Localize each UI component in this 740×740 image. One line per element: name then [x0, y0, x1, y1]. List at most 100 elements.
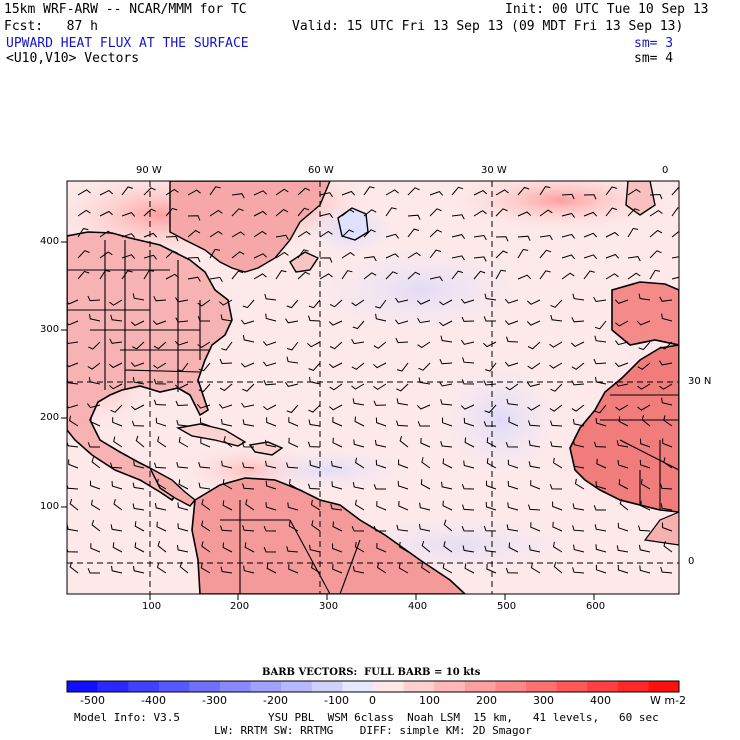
wind-barb	[231, 231, 245, 238]
wind-barb	[462, 357, 475, 364]
wind-barb	[649, 209, 663, 217]
wind-barb	[285, 318, 299, 324]
init-time: Init: 00 UTC Tue 10 Sep 13	[505, 2, 709, 17]
wind-barb	[385, 253, 400, 259]
x-label-300: 300	[319, 601, 339, 612]
wind-barb	[341, 190, 356, 196]
wind-barb	[615, 381, 629, 387]
wind-barb	[640, 438, 651, 448]
x-label-100: 100	[142, 601, 162, 612]
wind-barb	[275, 270, 287, 280]
wind-barb	[572, 503, 585, 511]
wind-barb	[187, 256, 201, 263]
wind-barb	[517, 186, 530, 196]
wind-barb	[517, 274, 532, 280]
wind-barb	[143, 254, 157, 260]
wind-barb	[373, 383, 387, 391]
wind-barb	[308, 315, 321, 322]
wind-barb	[473, 256, 487, 262]
wind-barb	[286, 299, 299, 309]
wind-barb	[396, 362, 409, 372]
wind-barb	[552, 457, 563, 469]
wind-barb	[463, 417, 475, 427]
colorbar-swatch	[495, 681, 527, 692]
wind-barb	[87, 362, 101, 370]
wind-barb	[595, 481, 607, 490]
wind-barb	[87, 295, 101, 302]
wind-barb	[572, 418, 585, 427]
colorbar-swatch	[526, 681, 557, 692]
wind-barb	[460, 339, 475, 345]
wind-barb	[440, 441, 453, 448]
wind-barb	[90, 416, 101, 427]
wind-barb	[375, 299, 387, 309]
wind-barb	[286, 546, 299, 553]
wind-barb	[640, 478, 651, 490]
wind-barb	[375, 313, 387, 322]
wind-barb	[495, 269, 506, 280]
wind-barb	[352, 398, 365, 406]
y-label-200: 200	[40, 412, 60, 423]
wind-barb	[221, 418, 233, 427]
wind-barb	[131, 341, 145, 350]
wind-barb	[572, 293, 585, 301]
wind-barb	[595, 376, 607, 385]
wind-barb	[506, 524, 519, 532]
wind-barb	[407, 271, 421, 280]
wind-barb	[399, 435, 409, 448]
wind-barb	[155, 417, 167, 427]
cbar-unit: W m-2	[650, 694, 687, 707]
wind-barb	[421, 562, 431, 574]
wind-barb	[265, 439, 277, 448]
wind-barb	[200, 562, 211, 574]
wind-barb	[319, 273, 333, 280]
wind-barb	[231, 270, 244, 280]
wind-barb	[594, 335, 607, 343]
colorbar-swatch	[434, 681, 466, 692]
wind-barb	[527, 362, 541, 370]
wind-barb	[134, 542, 145, 553]
wind-barb	[308, 419, 321, 427]
wind-barb	[241, 402, 255, 408]
wind-barb	[253, 190, 268, 196]
colorbar-swatch	[189, 681, 221, 692]
wind-barb	[109, 299, 123, 306]
wind-barb	[618, 479, 629, 490]
wind-barb	[275, 208, 289, 217]
wind-barb	[231, 208, 244, 217]
wind-barb	[143, 187, 156, 196]
physics-line-1: YSU PBL WSM 6class Noah LSM 15 km, 41 le…	[268, 711, 659, 724]
wind-barb	[113, 436, 123, 448]
wind-barb	[198, 482, 211, 490]
wind-barb	[442, 563, 453, 574]
wind-barb	[462, 504, 475, 511]
wind-barb	[638, 525, 651, 532]
wind-barb	[473, 190, 488, 196]
wind-barb	[242, 299, 255, 309]
wind-barb	[111, 565, 123, 574]
wind-barb	[420, 479, 431, 490]
wind-barb	[552, 501, 563, 511]
wind-barb	[605, 207, 618, 217]
wind-barb	[355, 457, 365, 469]
wind-barb	[528, 461, 541, 469]
wind-barb	[429, 276, 443, 282]
wind-barb	[99, 210, 113, 217]
wind-barb	[549, 341, 563, 348]
cbar-label: 100	[419, 694, 440, 707]
wind-barb	[351, 299, 365, 307]
wind-barb	[265, 480, 277, 490]
wind-barb	[331, 460, 343, 469]
wind-barb	[659, 360, 673, 366]
wind-barb	[177, 523, 189, 532]
wind-barb	[198, 362, 211, 372]
wind-barb	[157, 436, 167, 448]
wind-barb	[152, 320, 167, 325]
wind-barb	[616, 440, 629, 448]
wind-barb	[121, 186, 133, 196]
colorbar-swatch	[250, 681, 282, 692]
wind-barb	[174, 340, 189, 346]
wind-barb	[583, 232, 598, 238]
wind-barb	[262, 341, 277, 346]
wind-barb	[572, 525, 585, 532]
